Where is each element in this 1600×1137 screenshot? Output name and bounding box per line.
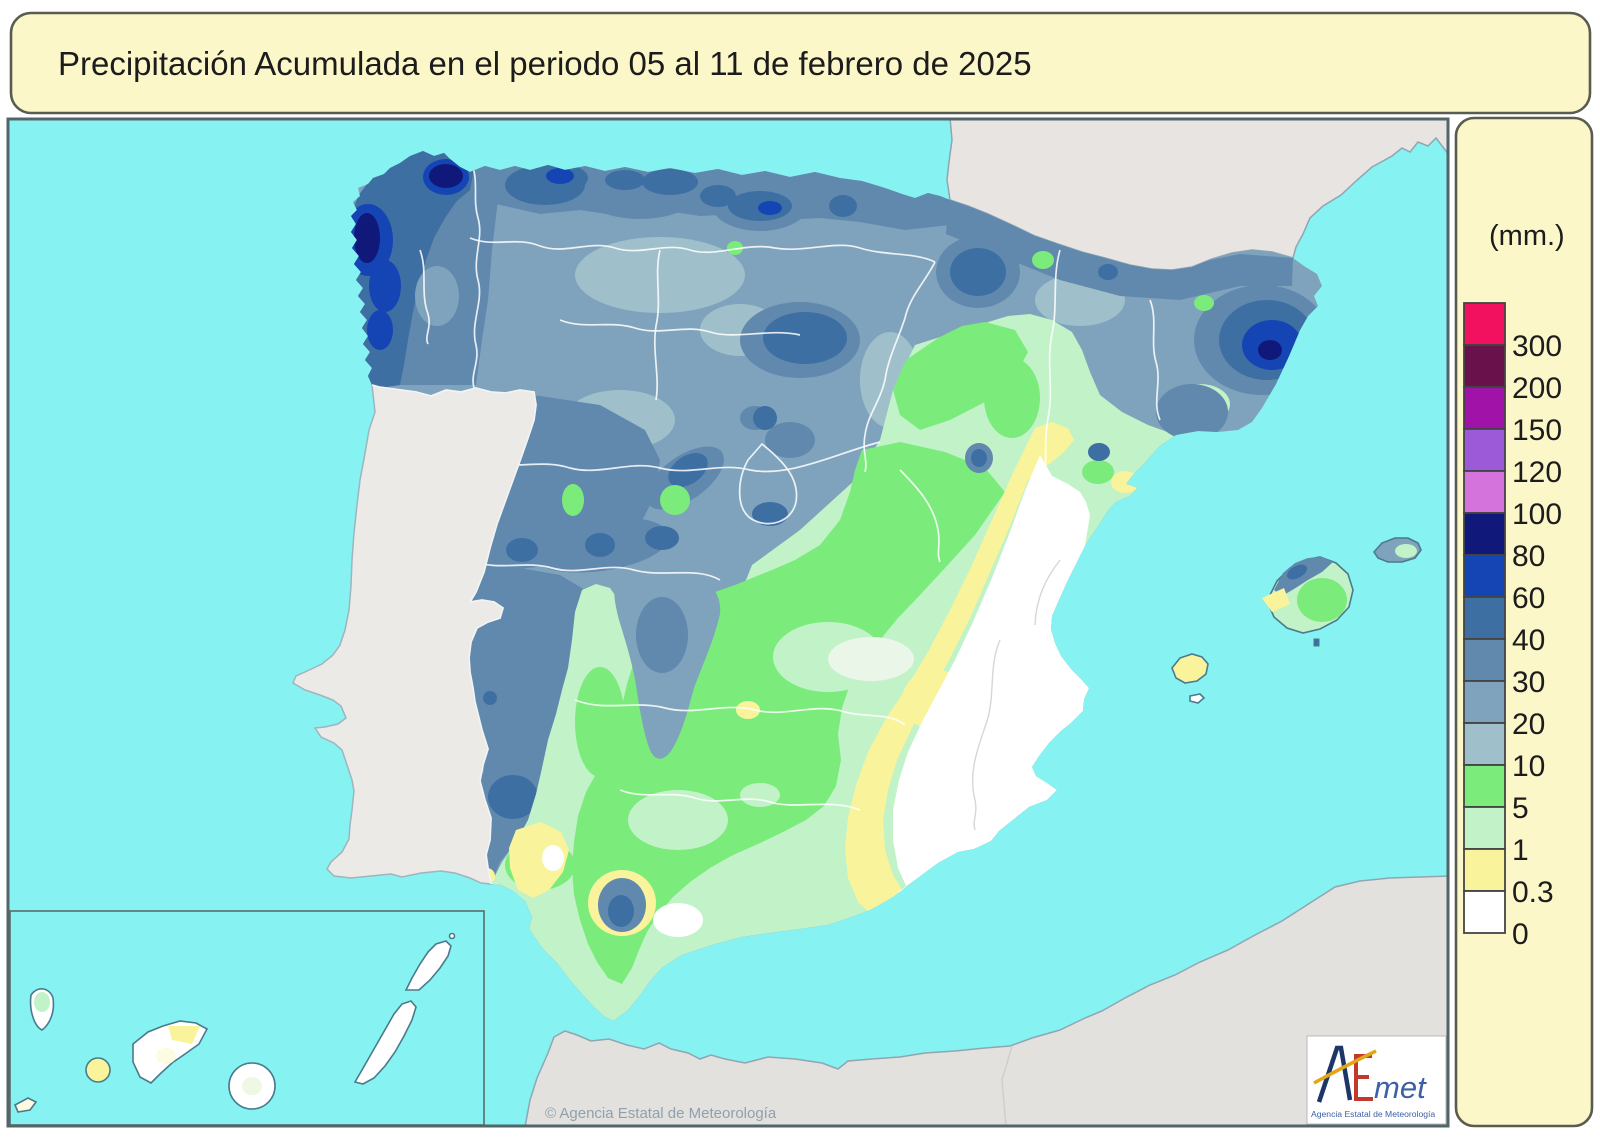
svg-text:Agencia Estatal de Meteorologí: Agencia Estatal de Meteorología bbox=[1311, 1109, 1435, 1119]
svg-text:300: 300 bbox=[1512, 330, 1562, 363]
svg-text:(mm.): (mm.) bbox=[1489, 220, 1565, 252]
svg-text:100: 100 bbox=[1512, 498, 1562, 531]
svg-text:10: 10 bbox=[1512, 750, 1545, 783]
svg-text:30: 30 bbox=[1512, 666, 1545, 699]
svg-text:150: 150 bbox=[1512, 414, 1562, 447]
svg-text:© Agencia Estatal de Meteorolo: © Agencia Estatal de Meteorología bbox=[545, 1105, 777, 1122]
svg-text:0: 0 bbox=[1512, 918, 1529, 951]
svg-text:0.3: 0.3 bbox=[1512, 876, 1554, 909]
svg-text:1: 1 bbox=[1512, 834, 1529, 867]
svg-text:80: 80 bbox=[1512, 540, 1545, 573]
svg-text:20: 20 bbox=[1512, 708, 1545, 741]
svg-text:200: 200 bbox=[1512, 372, 1562, 405]
svg-text:Precipitación Acumulada en el: Precipitación Acumulada en el periodo 05… bbox=[58, 45, 1032, 82]
svg-text:5: 5 bbox=[1512, 792, 1529, 825]
svg-text:met: met bbox=[1374, 1070, 1427, 1105]
svg-text:120: 120 bbox=[1512, 456, 1562, 489]
svg-text:60: 60 bbox=[1512, 582, 1545, 615]
svg-text:40: 40 bbox=[1512, 624, 1545, 657]
